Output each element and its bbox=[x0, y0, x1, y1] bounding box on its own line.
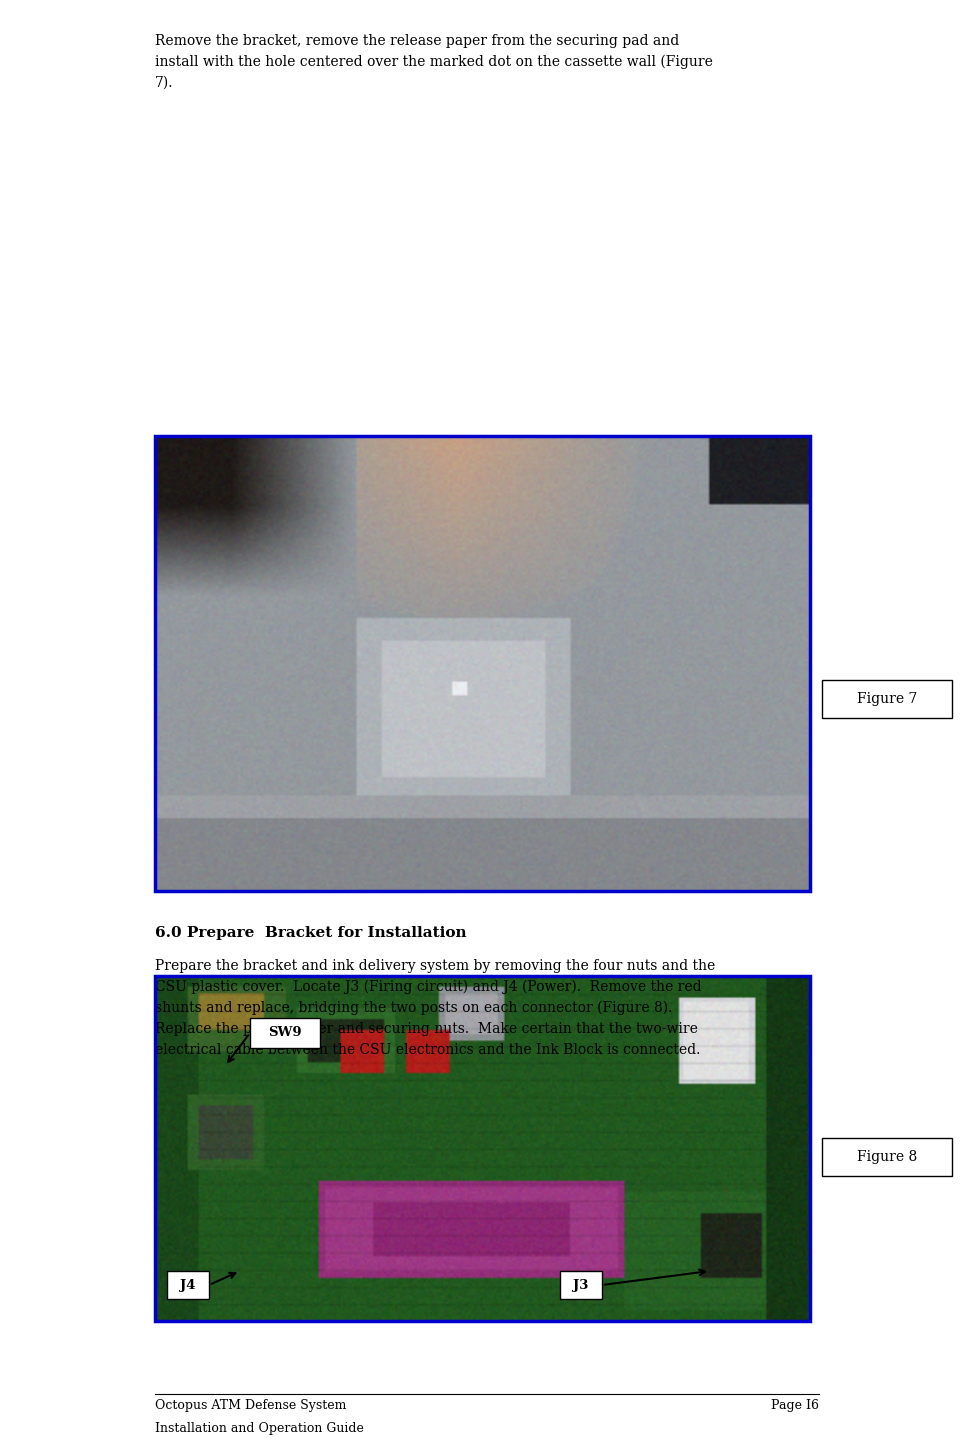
Text: 6.0 Prepare  Bracket for Installation: 6.0 Prepare Bracket for Installation bbox=[155, 926, 467, 941]
Text: Octopus ATM Defense System: Octopus ATM Defense System bbox=[155, 1399, 347, 1412]
FancyBboxPatch shape bbox=[250, 1018, 320, 1048]
FancyBboxPatch shape bbox=[167, 1271, 209, 1299]
Text: SW9: SW9 bbox=[268, 1026, 302, 1040]
FancyBboxPatch shape bbox=[822, 680, 952, 718]
Text: Installation and Operation Guide: Installation and Operation Guide bbox=[155, 1423, 364, 1436]
FancyBboxPatch shape bbox=[560, 1271, 602, 1299]
Text: J4: J4 bbox=[180, 1278, 196, 1291]
Text: Figure 8: Figure 8 bbox=[857, 1150, 918, 1165]
FancyBboxPatch shape bbox=[822, 1139, 952, 1176]
Text: Remove the bracket, remove the release paper from the securing pad and
install w: Remove the bracket, remove the release p… bbox=[155, 33, 713, 90]
Text: Figure 7: Figure 7 bbox=[857, 692, 918, 706]
Text: Page I6: Page I6 bbox=[771, 1399, 819, 1412]
Text: Prepare the bracket and ink delivery system by removing the four nuts and the
CS: Prepare the bracket and ink delivery sys… bbox=[155, 960, 715, 1057]
Text: J3: J3 bbox=[574, 1278, 588, 1291]
